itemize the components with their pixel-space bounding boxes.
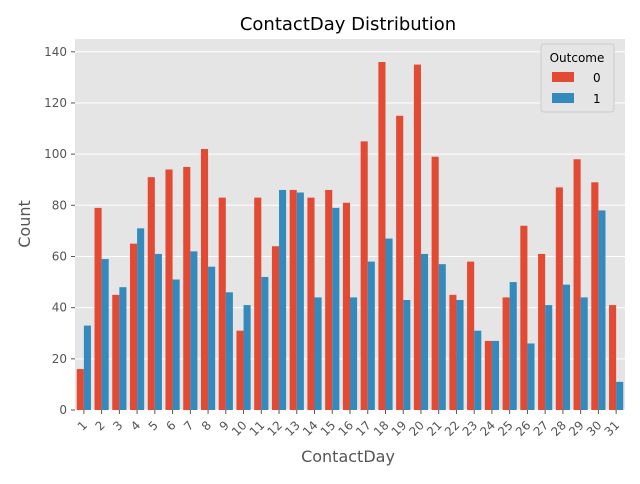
bar-19-series-0: [396, 115, 404, 411]
bar-11-series-1: [261, 276, 269, 410]
bar-31-series-1: [616, 381, 624, 410]
x-tick-label-9: 9: [217, 418, 232, 433]
bar-21-series-0: [431, 156, 439, 410]
legend-label-series-0: 0: [593, 71, 601, 85]
bar-1-series-0: [76, 369, 84, 410]
bar-9-series-1: [225, 292, 233, 410]
bar-14-series-1: [314, 297, 322, 410]
bar-27-series-1: [545, 305, 553, 410]
bar-23-series-1: [474, 330, 482, 410]
bar-24-series-1: [491, 340, 500, 410]
bar-17-series-1: [367, 261, 375, 410]
x-tick-label-4: 4: [128, 418, 143, 433]
bar-19-series-1: [403, 299, 411, 410]
bar-9-series-0: [218, 197, 226, 410]
legend-swatch-series-0: [552, 72, 574, 82]
bar-31-series-0: [609, 305, 617, 410]
bar-17-series-0: [360, 141, 368, 410]
bar-22-series-1: [456, 299, 464, 410]
bar-7-series-1: [190, 251, 198, 410]
bar-16-series-1: [350, 297, 358, 410]
x-tick-label-1: 1: [75, 418, 90, 433]
bar-3-series-1: [119, 287, 127, 410]
bar-2-series-0: [94, 207, 102, 410]
x-tick-label-6: 6: [163, 418, 178, 433]
x-tick-label-3: 3: [110, 418, 125, 433]
bar-29-series-1: [580, 297, 588, 410]
bar-5-series-1: [154, 253, 162, 410]
bar-4-series-0: [130, 243, 138, 410]
bar-15-series-1: [332, 207, 340, 410]
x-tick-label-7: 7: [181, 418, 196, 433]
bar-26-series-0: [520, 225, 528, 410]
y-tick-label-0: 0: [59, 403, 67, 417]
bar-8-series-1: [208, 266, 216, 410]
x-tick-label-31: 31: [602, 418, 623, 439]
bars: [76, 62, 624, 411]
bar-23-series-0: [467, 261, 475, 410]
y-tick-label-100: 100: [44, 147, 67, 161]
bar-6-series-1: [172, 279, 180, 410]
bar-10-series-0: [236, 330, 244, 410]
bar-4-series-1: [137, 228, 145, 410]
y-tick-label-20: 20: [52, 352, 67, 366]
legend-swatch-series-1: [552, 93, 574, 103]
bar-13-series-1: [296, 192, 304, 410]
y-tick-label-140: 140: [44, 45, 67, 59]
bar-11-series-0: [254, 197, 262, 410]
bar-20-series-0: [413, 64, 421, 410]
bar-26-series-1: [527, 343, 535, 410]
bar-30-series-0: [591, 182, 599, 410]
bar-24-series-0: [484, 340, 492, 410]
y-axis-ticks: 0 20 40 60 80 100 120 140: [44, 45, 75, 417]
bar-13-series-0: [289, 189, 297, 410]
bar-16-series-0: [342, 202, 350, 410]
x-axis-ticks: 1 2 3 4 5 6 7 8 91011121314151617181920212223242…: [75, 410, 623, 439]
bar-25-series-0: [502, 297, 510, 410]
bar-7-series-0: [183, 166, 191, 410]
bar-14-series-0: [307, 197, 315, 410]
bar-28-series-0: [555, 187, 563, 410]
bar-20-series-1: [420, 253, 429, 410]
bar-18-series-1: [385, 238, 393, 410]
bar-3-series-0: [112, 294, 120, 410]
bar-30-series-1: [598, 210, 606, 410]
x-tick-label-2: 2: [92, 418, 107, 433]
bar-25-series-1: [509, 282, 517, 410]
y-tick-label-40: 40: [52, 301, 67, 315]
bar-12-series-1: [279, 189, 287, 410]
bar-2-series-1: [101, 259, 109, 410]
x-axis-label: ContactDay: [301, 447, 395, 466]
chart-title: ContactDay Distribution: [240, 14, 456, 35]
bar-28-series-1: [562, 284, 570, 410]
bar-22-series-0: [449, 294, 457, 410]
y-tick-label-80: 80: [52, 198, 67, 212]
x-tick-label-8: 8: [199, 418, 214, 433]
bar-10-series-1: [243, 305, 251, 410]
x-tick-label-5: 5: [146, 418, 161, 433]
bar-1-series-1: [83, 325, 91, 410]
bar-18-series-0: [378, 62, 386, 410]
legend: Outcome 0 1: [540, 43, 615, 113]
y-tick-label-120: 120: [44, 96, 67, 110]
bar-21-series-1: [438, 264, 446, 410]
legend-title: Outcome: [550, 51, 605, 65]
y-tick-label-60: 60: [52, 249, 67, 263]
bar-6-series-0: [165, 169, 173, 410]
bar-15-series-0: [325, 189, 333, 410]
bar-27-series-0: [538, 253, 546, 410]
bar-12-series-0: [271, 246, 280, 410]
legend-label-series-1: 1: [593, 92, 601, 106]
bar-8-series-0: [200, 149, 209, 410]
bar-29-series-0: [573, 159, 581, 410]
bar-5-series-0: [147, 177, 155, 410]
y-axis-label: Count: [15, 200, 34, 248]
